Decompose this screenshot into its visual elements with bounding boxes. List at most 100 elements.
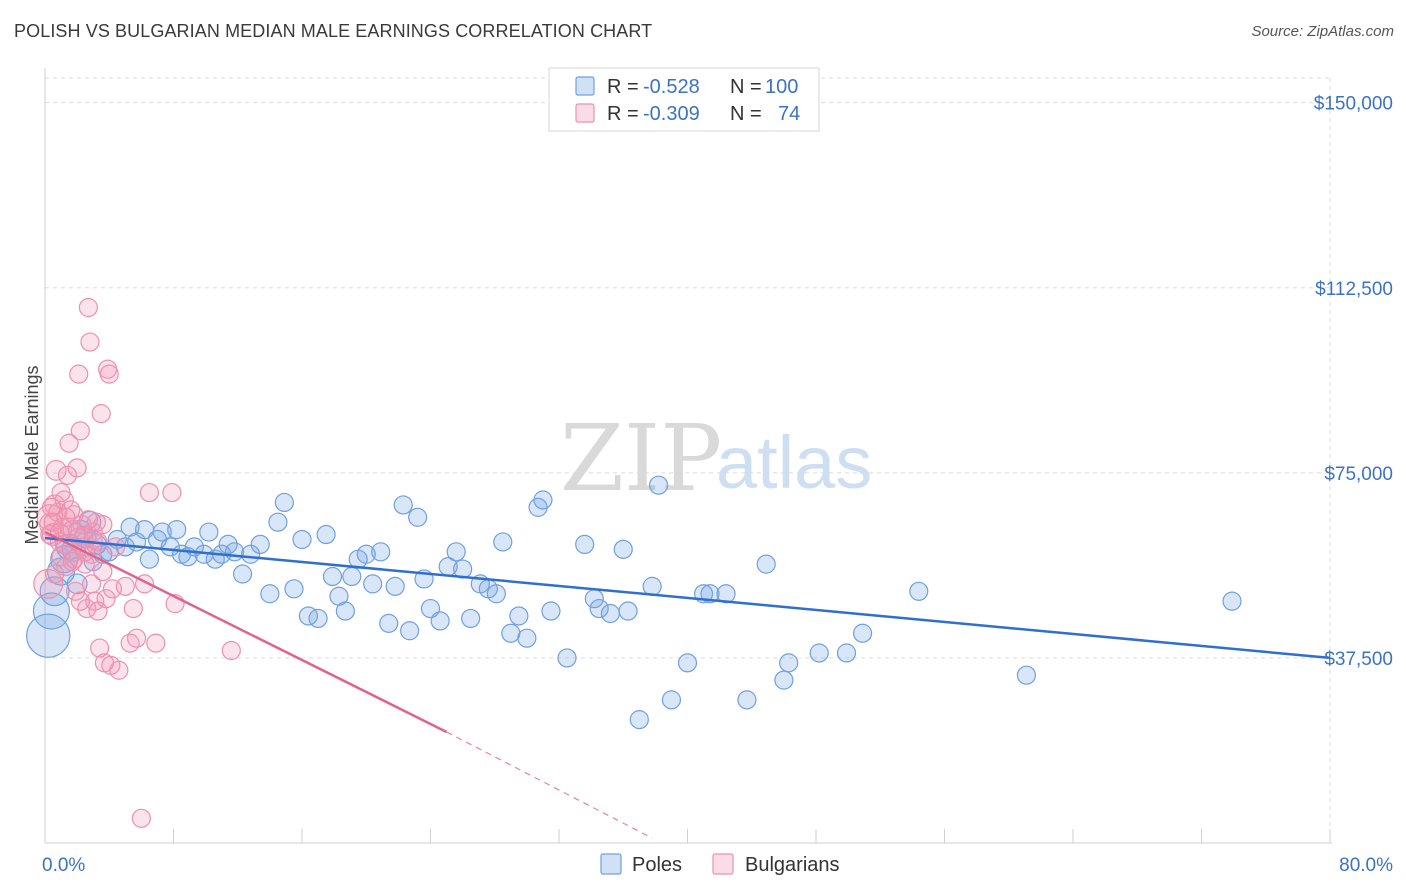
watermark-atlas: atlas — [716, 421, 872, 504]
poles-point — [139, 549, 160, 569]
poles-point — [430, 611, 450, 631]
legend-swatch-poles — [575, 76, 595, 96]
poles-point — [316, 524, 336, 545]
poles-point — [232, 564, 253, 584]
legend-n-label: N = — [730, 76, 762, 98]
watermark-zip: ZIP — [560, 405, 722, 512]
bulgarians-point — [77, 598, 97, 619]
poles-point — [613, 539, 633, 559]
legend-n-value-poles: 100 — [765, 76, 798, 98]
poles-point — [618, 601, 638, 621]
y-tick-label: $112,500 — [1315, 279, 1393, 300]
bulgarians-point — [91, 404, 111, 424]
poles-point — [541, 601, 561, 621]
bulgarians-point — [221, 640, 241, 661]
legend-n-label: N = — [730, 103, 762, 125]
poles-point — [356, 544, 376, 564]
bulgarians-point — [70, 591, 90, 611]
trend-lines — [44, 530, 1331, 839]
poles-point — [274, 492, 294, 513]
poles-point — [26, 613, 71, 658]
bulgarians-point — [78, 297, 98, 318]
poles-point — [292, 529, 312, 550]
bottom-legend-label-poles: Poles — [632, 854, 682, 876]
poles-point — [533, 490, 553, 510]
bulgarians-point — [56, 507, 76, 527]
series-poles — [26, 475, 1242, 730]
poles-point — [363, 574, 383, 594]
poles-point — [600, 603, 621, 624]
bulgarians-point — [90, 638, 110, 658]
chart-title: POLISH VS BULGARIAN MEDIAN MALE EARNINGS… — [14, 21, 653, 41]
poles-point — [852, 623, 873, 643]
x-tick-labels: 0.0% 80.0% — [42, 855, 1393, 876]
bulgarians-point — [109, 660, 129, 680]
bulgarians-point — [65, 581, 86, 601]
poles-point — [66, 573, 88, 595]
bulgarians-point — [78, 510, 98, 530]
bulgarians-point — [70, 421, 90, 441]
y-tick-label: $75,000 — [1324, 464, 1393, 485]
bulgarians-point — [120, 633, 140, 653]
bulgarians-point — [80, 332, 100, 352]
bulgarians-point — [45, 564, 65, 584]
poles-point — [224, 542, 245, 562]
poles-point — [486, 584, 506, 604]
poles-point — [1222, 591, 1242, 611]
poles-point — [774, 670, 794, 690]
poles-point — [629, 710, 649, 730]
series-bulgarians — [33, 297, 241, 828]
poles-point — [677, 653, 698, 673]
poles-point — [509, 606, 529, 626]
bulgarians-point — [41, 497, 62, 517]
poles-point — [461, 608, 481, 629]
poles-point — [152, 522, 172, 542]
poles-point — [779, 653, 799, 673]
watermark: ZIP atlas — [560, 405, 872, 512]
poles-point — [385, 576, 405, 596]
legend-r-value-bulgarians: -0.309 — [643, 103, 700, 125]
bottom-legend: Poles Bulgarians — [600, 853, 840, 876]
bulgarians-point — [126, 628, 147, 648]
bulgarians-point — [123, 598, 143, 619]
poles-point — [809, 643, 829, 663]
poles-point — [160, 537, 180, 557]
x-tick-label-start: 0.0% — [42, 855, 85, 876]
bulgarians-point — [131, 808, 151, 828]
bulgarians-point — [57, 465, 78, 485]
bulgarians-point — [67, 458, 87, 478]
poles-point — [836, 643, 857, 663]
bulgarians-point — [162, 482, 182, 503]
poles-point — [393, 495, 413, 515]
legend-swatch-bulgarians — [575, 103, 595, 123]
x-tick-label-end: 80.0% — [1339, 855, 1393, 876]
poles-point — [379, 613, 399, 633]
poles-point — [589, 598, 609, 619]
poles-point — [342, 566, 362, 587]
poles-point — [250, 534, 270, 555]
poles-point — [557, 648, 577, 668]
poles-point — [32, 592, 71, 630]
bulgarians-point — [45, 459, 67, 481]
bulgarians-point — [69, 364, 89, 384]
stats-legend: R = -0.528 N = 100 R = -0.309 N = 74 — [548, 67, 820, 132]
bulgarians-point — [146, 633, 166, 653]
bulgarians-point — [115, 576, 135, 596]
legend-r-label: R = — [607, 103, 639, 125]
bulgarians-point — [56, 557, 76, 577]
axes — [44, 68, 1332, 844]
poles-point — [737, 690, 757, 710]
bottom-legend-swatch-bulgarians — [712, 853, 734, 875]
poles-point — [493, 532, 513, 552]
bulgarians-point — [59, 433, 79, 453]
bulgarians-point — [51, 482, 71, 503]
bulgarians-point — [93, 515, 113, 535]
bulgarians-point — [106, 537, 126, 557]
y-tick-label: $37,500 — [1324, 649, 1393, 670]
bulgarians-point — [62, 552, 82, 572]
bulgarians-point — [99, 364, 119, 384]
poles-point — [661, 690, 682, 710]
y-axis-label: Median Male Earnings — [22, 365, 42, 544]
poles-point — [501, 623, 521, 643]
poles-point — [199, 522, 219, 542]
